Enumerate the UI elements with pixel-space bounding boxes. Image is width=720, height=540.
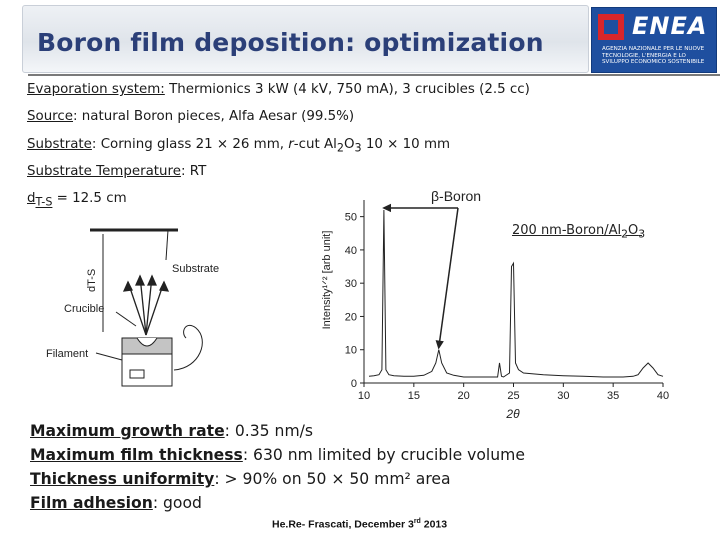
chart-y-tick-label: 30 — [345, 278, 357, 290]
chart-x-tick-label: 15 — [408, 390, 420, 402]
distance-label: dT-S — [86, 269, 98, 292]
result-film-thickness: Maximum film thickness: 630 nm limited b… — [30, 446, 525, 464]
evaporator-schematic: Substrate dT-S Crucible Filament — [46, 228, 219, 387]
chart-xlabel: 2θ — [505, 407, 520, 421]
title-banner — [22, 5, 589, 73]
filament-label: Filament — [46, 348, 88, 360]
chart-x-tick-label: 25 — [507, 390, 519, 402]
substrate-label: Substrate — [172, 263, 219, 275]
chart-x-tick-label: 20 — [458, 390, 470, 402]
substrate-leader — [165, 229, 169, 261]
film-annotation: 200 nm-Boron/Al2O3 — [512, 223, 646, 241]
result-adhesion: Film adhesion: good — [30, 494, 202, 512]
chart-x-tick-label: 40 — [657, 390, 669, 402]
detail-substrate-temperature: Substrate Temperature: RT — [27, 164, 207, 179]
detail-source: Source: natural Boron pieces, Alfa Aesar… — [27, 109, 355, 124]
chart-y-tick-label: 40 — [345, 245, 357, 257]
enea-logo: ENEA Agenzia Nazionale per le Nuove Tecn… — [591, 7, 717, 73]
chart-ylabel: Intensity¹ᐟ² [arb unit] — [321, 231, 333, 330]
slide-title: Boron film deposition: optimization — [37, 28, 544, 57]
filament-wire — [173, 324, 203, 371]
enea-logo-subtitle: Agenzia Nazionale per le Nuove Tecnologi… — [602, 46, 705, 66]
crucible-label: Crucible — [64, 303, 104, 315]
chart-y-tick-label: 50 — [345, 212, 357, 224]
enea-logo-text: ENEA — [632, 12, 708, 40]
footer-event: He.Re- Frascati, December 3rd 2013 — [272, 518, 448, 531]
chart-x-tick-label: 30 — [557, 390, 569, 402]
beta-boron-label: β-Boron — [431, 188, 481, 204]
annotation-arrowhead — [435, 340, 444, 350]
chart-y-tick-label: 0 — [351, 378, 357, 390]
vapor-arrows — [122, 274, 170, 336]
title-separator — [28, 74, 720, 76]
detail-evaporation-system: Evaporation system: Thermionics 3 kW (4 … — [27, 82, 530, 97]
detail-substrate: Substrate: Corning glass 21 × 26 mm, r-c… — [27, 137, 451, 155]
result-growth-rate: Maximum growth rate: 0.35 nm/s — [30, 422, 314, 440]
chart-x-tick-label: 35 — [607, 390, 619, 402]
enea-logo-mark — [598, 14, 624, 40]
chart-series-line — [368, 209, 664, 378]
annotation-arrowhead — [382, 203, 392, 213]
beta-boron-arrows — [382, 203, 459, 350]
result-uniformity: Thickness uniformity: > 90% on 50 × 50 m… — [30, 470, 451, 488]
chart-x-tick-label: 10 — [358, 390, 370, 402]
annotation-arrow — [438, 207, 459, 348]
detail-distance: dT-S = 12.5 cm — [27, 191, 127, 209]
chart-y-tick-label: 10 — [345, 345, 357, 357]
chart-y-tick-label: 20 — [345, 311, 357, 323]
